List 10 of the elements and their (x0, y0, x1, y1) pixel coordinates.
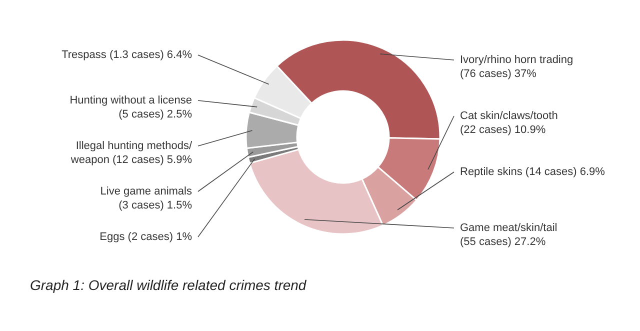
slice-label: Hunting without a license (5 cases) 2.5% (70, 94, 192, 120)
slice-label: Trespass (1.3 cases) 6.4% (62, 49, 192, 61)
text: Graph 1: Overall wildlife related crimes trend (30, 277, 308, 293)
slice-label: Cat skin/claws/tooth (22 cases) 10.9% (460, 110, 558, 136)
slice-label: Eggs (2 cases) 1% (100, 231, 192, 243)
slice-label: Illegal hunting methods/ weapon (12 cases) 5.9% (70, 140, 193, 166)
slice-label: Reptile skins (14 cases) 6.9% (460, 166, 606, 178)
slice-label: Ivory/rhino horn trading (76 cases) 37% (460, 54, 574, 80)
slice-label: Live game animals (3 cases) 1.5% (100, 186, 192, 212)
slice-label: Game meat/skin/tail (55 cases) 27.2% (460, 222, 558, 248)
